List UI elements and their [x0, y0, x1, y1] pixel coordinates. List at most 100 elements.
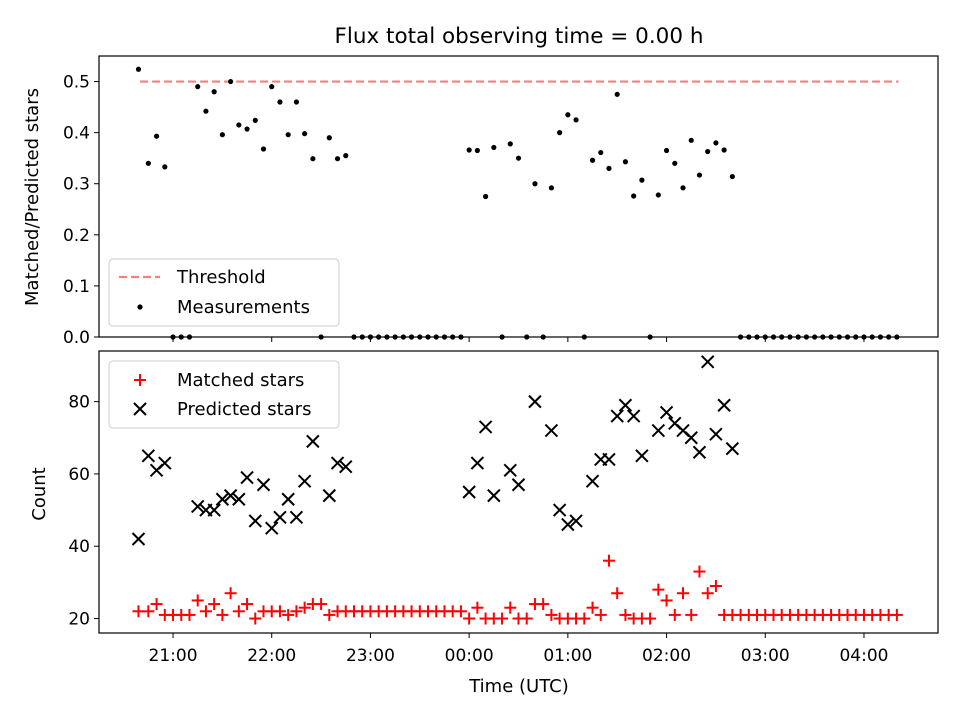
measurement-point: [713, 140, 719, 146]
measurement-point: [705, 148, 711, 155]
bottom-plot-frame: [98, 350, 939, 634]
matched-star-marker: [142, 605, 155, 618]
matched-star-marker: [199, 605, 212, 618]
predicted-star-marker: [651, 423, 666, 438]
top-y-tick-label: 0.1: [63, 277, 90, 297]
predicted-star-marker: [585, 474, 600, 488]
x-tick-label: 04:00: [839, 646, 888, 666]
matched-star-marker: [586, 601, 599, 614]
measurement-point: [302, 131, 308, 137]
x-tick-label: 02:00: [642, 646, 691, 666]
measurement-point: [557, 130, 563, 136]
bottom-y-axis-label: Count: [29, 467, 50, 520]
predicted-star-marker: [692, 445, 707, 459]
measurement-point: [326, 135, 332, 141]
matched-star-marker: [241, 598, 254, 611]
measurement-point: [293, 99, 300, 105]
matched-star-marker: [594, 608, 607, 621]
predicted-star-marker: [339, 459, 353, 474]
measurement-point: [310, 156, 316, 162]
bottom-y-tick-label: 80: [68, 393, 90, 413]
predicted-star-marker: [141, 449, 156, 463]
predicted-star-marker: [223, 488, 238, 503]
measurement-point: [729, 173, 735, 180]
top-y-tick-label: 0.3: [63, 175, 90, 195]
predicted-star-marker: [709, 427, 723, 441]
matched-star-marker: [208, 598, 221, 611]
matched-star-marker: [454, 605, 467, 618]
measurement-point: [269, 84, 275, 90]
predicted-legend-label: Predicted stars: [177, 399, 311, 420]
matched-legend-marker: [134, 374, 146, 386]
predicted-star-marker: [569, 514, 583, 528]
predicted-star-marker: [626, 409, 641, 423]
measurement-point: [482, 193, 489, 200]
matched-star-marker: [150, 598, 163, 611]
matched-star-marker: [611, 587, 624, 600]
matched-star-marker: [471, 601, 484, 614]
predicted-star-marker: [207, 503, 221, 517]
matched-star-marker: [890, 608, 903, 621]
predicted-star-marker: [322, 488, 337, 503]
measurement-point: [219, 132, 225, 138]
predicted-star-marker: [478, 420, 493, 434]
top-y-tick-label: 0.4: [63, 124, 90, 144]
predicted-star-marker: [635, 449, 649, 463]
matched-star-marker: [224, 587, 237, 600]
measurement-point: [515, 155, 522, 161]
measurement-point: [532, 181, 538, 187]
top-y-tick-label: 0.2: [63, 226, 90, 246]
predicted-star-marker: [256, 478, 271, 492]
matched-star-marker: [232, 605, 245, 618]
predicted-star-marker: [528, 394, 542, 409]
measurement-point: [606, 165, 612, 171]
predicted-star-marker: [544, 423, 559, 438]
predicted-star-marker: [561, 517, 575, 532]
measurement-point: [721, 147, 727, 153]
predicted-star-marker: [717, 398, 731, 412]
measurements-legend-label: Measurements: [177, 297, 310, 318]
predicted-star-marker: [232, 492, 246, 506]
measurement-point: [672, 160, 678, 166]
predicted-star-marker: [248, 514, 262, 528]
predicted-star-marker: [618, 398, 633, 412]
matched-star-marker: [545, 608, 558, 621]
measurements-legend-marker: [137, 304, 143, 310]
matched-star-marker: [249, 612, 262, 625]
predicted-star-marker: [700, 355, 715, 369]
matched-star-marker: [660, 594, 673, 607]
measurement-point: [285, 132, 291, 138]
measurement-point: [474, 147, 480, 154]
predicted-star-marker: [511, 478, 526, 492]
matched-star-marker: [520, 612, 533, 625]
predicted-star-marker: [265, 521, 279, 535]
predicted-star-marker: [297, 474, 312, 488]
measurement-point: [663, 147, 670, 154]
matched-star-marker: [323, 608, 336, 621]
predicted-star-marker: [610, 409, 624, 423]
measurement-point: [236, 122, 242, 128]
predicted-star-marker: [602, 452, 616, 467]
measurement-point: [639, 177, 645, 183]
matched-star-marker: [619, 608, 632, 621]
matched-star-marker: [298, 601, 311, 614]
predicted-star-marker: [552, 503, 567, 517]
matched-star-marker: [644, 612, 657, 625]
bottom-legend: Matched stars Predicted stars: [108, 360, 340, 429]
matched-star-marker: [652, 583, 665, 596]
top-plot-frame: [98, 55, 939, 338]
top-legend: Threshold Measurements: [108, 258, 340, 327]
measurement-point: [334, 156, 341, 162]
matched-star-marker: [578, 612, 591, 625]
measurement-point: [252, 117, 258, 123]
top-subplot: 0.0 0.1 0.2 0.3 0.4 0.5: [63, 55, 939, 348]
predicted-star-marker: [273, 510, 287, 525]
measurement-point: [228, 78, 234, 85]
chart-title: Flux total observing time = 0.00 h: [335, 24, 704, 49]
predicted-star-marker: [725, 441, 740, 456]
matched-star-marker: [677, 587, 690, 600]
matched-star-marker: [191, 594, 204, 607]
measurement-point: [466, 147, 472, 153]
measurement-point: [655, 192, 661, 198]
